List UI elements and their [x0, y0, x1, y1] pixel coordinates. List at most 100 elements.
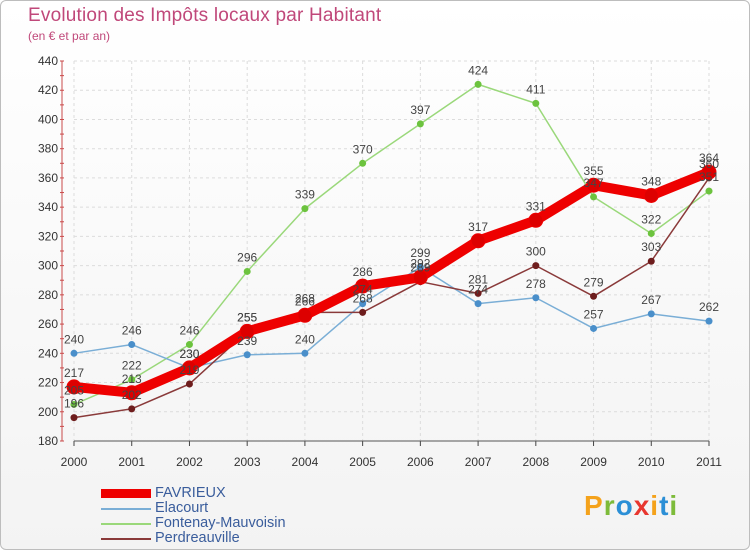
data-label-fontenay-mauvoisin: 370 — [353, 142, 373, 156]
legend-swatch — [101, 523, 151, 525]
data-label-fontenay-mauvoisin: 339 — [295, 188, 315, 202]
data-label-elacourt: 278 — [526, 277, 546, 291]
data-label-fontenay-mauvoisin: 222 — [122, 359, 142, 373]
chart-subtitle: (en € et par an) — [28, 29, 111, 43]
y-tick-label: 420 — [38, 83, 58, 97]
data-label-favrieux: 286 — [353, 265, 373, 279]
x-tick-label: 2000 — [61, 455, 88, 469]
legend-label: Elacourt — [155, 500, 209, 516]
y-tick-label: 220 — [38, 376, 58, 390]
legend-swatch — [101, 489, 151, 498]
data-label-perdreauville: 300 — [526, 245, 546, 259]
data-point-favrieux — [66, 379, 82, 395]
data-label-favrieux: 217 — [64, 366, 84, 380]
y-tick-label: 380 — [38, 142, 58, 156]
data-point-perdreauville — [590, 292, 598, 300]
data-label-perdreauville: 202 — [122, 388, 142, 402]
data-label-favrieux: 255 — [237, 310, 257, 324]
data-label-fontenay-mauvoisin: 424 — [468, 63, 488, 77]
data-point-perdreauville — [128, 405, 136, 413]
data-label-perdreauville: 268 — [353, 291, 373, 305]
data-point-elacourt — [590, 324, 598, 332]
data-point-favrieux — [643, 187, 659, 203]
data-label-elacourt: 240 — [295, 332, 315, 346]
y-tick-label: 300 — [38, 259, 58, 273]
legend-item: Fontenay-Mauvoisin — [101, 515, 401, 531]
data-label-favrieux: 355 — [584, 164, 604, 178]
legend-item: Perdreauville — [101, 530, 401, 546]
data-point-elacourt — [647, 310, 655, 318]
x-tick-label: 2001 — [118, 455, 145, 469]
data-point-favrieux — [355, 278, 371, 294]
data-point-fontenay-mauvoisin — [532, 99, 540, 107]
data-label-perdreauville: 268 — [295, 291, 315, 305]
data-point-favrieux — [124, 385, 140, 401]
data-point-elacourt — [359, 300, 367, 308]
y-tick-label: 240 — [38, 346, 58, 360]
data-label-favrieux: 317 — [468, 220, 488, 234]
x-tick-label: 2002 — [176, 455, 203, 469]
data-point-favrieux — [181, 360, 197, 376]
data-label-fontenay-mauvoisin: 351 — [699, 170, 719, 184]
y-tick-label: 440 — [38, 54, 58, 68]
data-label-favrieux: 348 — [641, 174, 661, 188]
data-point-perdreauville — [532, 262, 540, 270]
data-point-perdreauville — [185, 380, 193, 388]
data-label-favrieux: 230 — [179, 347, 199, 361]
legend-label: FAVRIEUX — [155, 485, 226, 501]
data-point-fontenay-mauvoisin — [128, 376, 136, 384]
data-label-fontenay-mauvoisin: 397 — [410, 103, 430, 117]
data-label-elacourt: 274 — [468, 283, 488, 297]
logo-letter: o — [615, 490, 634, 521]
series-line-perdreauville — [73, 177, 710, 419]
logo-letter: i — [650, 490, 660, 521]
data-label-elacourt: 299 — [410, 246, 430, 260]
data-label-elacourt: 274 — [353, 283, 373, 297]
data-label-perdreauville: 219 — [179, 363, 199, 377]
legend-swatch — [101, 538, 151, 540]
data-point-perdreauville — [647, 257, 655, 265]
data-label-perdreauville: 289 — [410, 261, 430, 275]
data-point-favrieux — [701, 164, 717, 180]
data-point-fontenay-mauvoisin — [70, 400, 78, 408]
data-point-perdreauville — [359, 308, 367, 316]
data-point-fontenay-mauvoisin — [705, 187, 713, 195]
data-label-fontenay-mauvoisin: 205 — [64, 383, 84, 397]
data-point-fontenay-mauvoisin — [416, 120, 424, 128]
data-point-favrieux — [412, 269, 428, 285]
legend-swatch — [101, 508, 151, 510]
x-tick-label: 2005 — [349, 455, 376, 469]
y-tick-label: 400 — [38, 112, 58, 126]
data-point-fontenay-mauvoisin — [359, 159, 367, 167]
proxiti-logo: Proxiti — [584, 490, 678, 522]
data-label-elacourt: 240 — [64, 332, 84, 346]
x-tick-label: 2004 — [292, 455, 319, 469]
data-point-favrieux — [470, 233, 486, 249]
data-point-elacourt — [243, 351, 251, 359]
data-point-fontenay-mauvoisin — [185, 341, 193, 349]
data-label-perdreauville: 303 — [641, 240, 661, 254]
data-label-perdreauville: 360 — [699, 157, 719, 171]
data-label-elacourt: 239 — [237, 334, 257, 348]
y-tick-label: 320 — [38, 229, 58, 243]
data-point-elacourt — [705, 317, 713, 325]
data-label-favrieux: 292 — [410, 256, 430, 270]
data-label-elacourt: 246 — [122, 324, 142, 338]
data-point-fontenay-mauvoisin — [243, 267, 251, 275]
data-point-favrieux — [586, 177, 602, 193]
chart-title: Evolution des Impôts locaux par Habitant — [28, 5, 382, 26]
data-point-favrieux — [239, 323, 255, 339]
legend-label: Perdreauville — [155, 530, 240, 546]
logo-letter: r — [603, 490, 616, 521]
logo-letter: x — [633, 490, 651, 521]
series-line-favrieux — [69, 167, 714, 398]
data-label-perdreauville: 196 — [64, 397, 84, 411]
data-point-fontenay-mauvoisin — [590, 193, 598, 201]
data-label-elacourt: 257 — [584, 307, 604, 321]
y-tick-label: 360 — [38, 171, 58, 185]
data-label-elacourt: 267 — [641, 293, 661, 307]
data-point-elacourt — [70, 349, 78, 357]
data-point-perdreauville — [474, 289, 482, 297]
